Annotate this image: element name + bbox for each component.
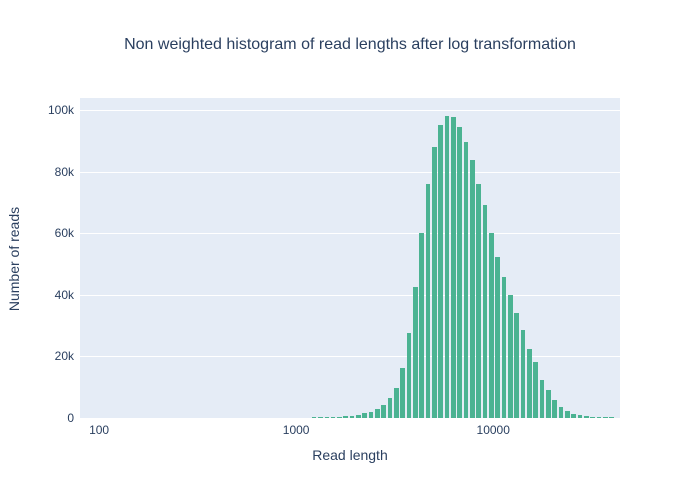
gridline [80,356,620,357]
gridline [80,110,620,111]
y-tick-label: 0 [67,411,74,425]
plot-area[interactable] [80,98,620,419]
gridline [80,172,620,173]
histogram-bar[interactable] [381,405,387,418]
histogram-bar[interactable] [394,388,399,418]
histogram-bar[interactable] [495,257,501,418]
x-tick-label: 10000 [476,423,510,437]
histogram-bar[interactable] [387,397,393,418]
histogram-bar[interactable] [514,313,520,418]
histogram-bar[interactable] [558,406,564,418]
histogram-bar[interactable] [552,400,558,418]
chart-title: Non weighted histogram of read lengths a… [124,36,576,53]
histogram-bar[interactable] [362,413,368,418]
histogram-bar[interactable] [311,417,317,418]
histogram-bar[interactable] [609,417,615,418]
histogram-bar[interactable] [508,294,513,418]
y-tick-label: 80k [54,164,74,179]
histogram-bar[interactable] [596,417,602,418]
histogram-bar[interactable] [482,205,488,418]
histogram-bar[interactable] [533,361,539,418]
histogram-bar[interactable] [318,417,323,418]
histogram-bar[interactable] [419,232,425,418]
histogram-bar[interactable] [470,160,475,418]
histogram-bar[interactable] [565,410,570,418]
x-tick-label: 100 [89,423,110,437]
histogram-bar[interactable] [337,416,342,418]
histogram-bar[interactable] [457,126,463,418]
y-axis-title: Number of reads [6,206,22,312]
histogram-bar[interactable] [406,332,412,418]
y-tick-label: 100k [47,103,74,118]
histogram-bar[interactable] [520,330,526,418]
histogram-bar[interactable] [539,380,545,418]
histogram-bar[interactable] [444,115,450,418]
histogram-bar[interactable] [603,417,608,418]
y-tick-label: 20k [54,349,74,364]
histogram-bar[interactable] [577,415,583,418]
x-tick-label: 1000 [282,423,310,437]
histogram-bar[interactable] [476,183,482,418]
histogram-bar[interactable] [425,183,431,418]
x-axis-title: Read length [312,447,388,463]
histogram-bar[interactable] [349,415,355,418]
histogram-bar[interactable] [413,286,418,418]
histogram-bar[interactable] [451,117,456,418]
histogram-bar[interactable] [375,409,380,418]
histogram-bar[interactable] [527,349,532,418]
histogram-bar[interactable] [489,232,494,418]
histogram-bar[interactable] [438,125,444,418]
y-tick-label: 60k [54,226,74,241]
histogram-bar[interactable] [400,367,406,418]
histogram-bar[interactable] [463,142,469,418]
histogram-bar[interactable] [368,412,374,418]
histogram-bar[interactable] [343,416,349,418]
gridline [80,295,620,296]
histogram-bar[interactable] [584,416,589,418]
gridline [80,418,620,419]
histogram-bar[interactable] [501,276,507,418]
histogram-bar[interactable] [546,390,551,418]
histogram-bar[interactable] [324,417,330,418]
gridline [80,233,620,234]
histogram-bar[interactable] [571,414,577,418]
histogram-bar[interactable] [330,417,336,418]
histogram-bar[interactable] [356,414,361,418]
y-tick-label: 40k [54,287,74,302]
histogram-bar[interactable] [432,146,437,418]
histogram-bar[interactable] [590,416,596,418]
